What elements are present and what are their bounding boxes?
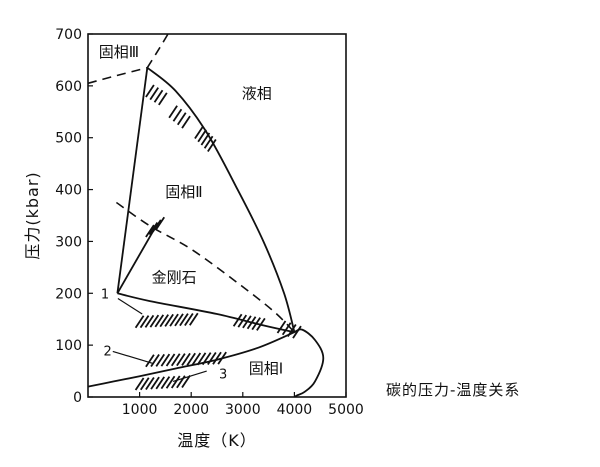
x-tick-label: 4000	[277, 402, 313, 418]
hatch-band	[145, 84, 168, 106]
phase-boundary	[87, 331, 295, 388]
hatch-band	[194, 126, 217, 152]
phase-boundary	[293, 328, 325, 398]
plot-frame	[87, 33, 347, 398]
phase-boundary-dashed	[87, 66, 148, 85]
region-label: 金刚石	[152, 269, 197, 287]
leader-line	[112, 350, 153, 364]
phase-boundary	[146, 66, 296, 333]
region-label: 固相Ⅰ	[249, 359, 283, 377]
y-tick-label: 200	[55, 286, 82, 302]
x-tick-label: 3000	[225, 402, 261, 418]
y-tick-label: 100	[55, 338, 82, 354]
x-axis-label: 温度（K）	[177, 431, 257, 450]
y-axis-label: 压力(kbar)	[23, 171, 42, 259]
hatch-band	[145, 216, 165, 238]
phase-boundary	[116, 225, 157, 294]
hatch-band	[232, 313, 266, 331]
y-tick-label: 600	[55, 79, 82, 95]
x-tick-label: 5000	[328, 402, 364, 418]
y-tick-label: 400	[55, 183, 82, 199]
phase-boundary	[117, 292, 295, 334]
curve-number-label: 3	[219, 368, 227, 383]
x-tick-label: 1000	[122, 402, 158, 418]
x-tick-label: 2000	[173, 402, 209, 418]
phase-boundary	[116, 67, 149, 294]
chart-title: 碳的压力-温度关系	[386, 381, 521, 399]
y-tick-label: 300	[55, 234, 82, 250]
hatch-band	[145, 351, 227, 368]
region-label: 液相	[242, 85, 272, 103]
curve-number-label: 1	[101, 287, 109, 302]
hatch-band	[134, 374, 191, 391]
y-tick-label: 0	[73, 390, 82, 406]
y-tick-label: 500	[55, 131, 82, 147]
leader-line	[117, 297, 143, 315]
phase-boundary-dashed	[115, 201, 295, 333]
hatch-band	[134, 312, 199, 329]
hatch-band	[276, 320, 302, 339]
region-label: 固相Ⅱ	[165, 183, 202, 201]
y-tick-label: 700	[55, 27, 82, 43]
region-label: 固相Ⅲ	[99, 43, 139, 61]
hatch-band	[168, 105, 191, 129]
curve-number-label: 2	[103, 344, 111, 359]
phase-boundary-dashed	[146, 33, 169, 69]
